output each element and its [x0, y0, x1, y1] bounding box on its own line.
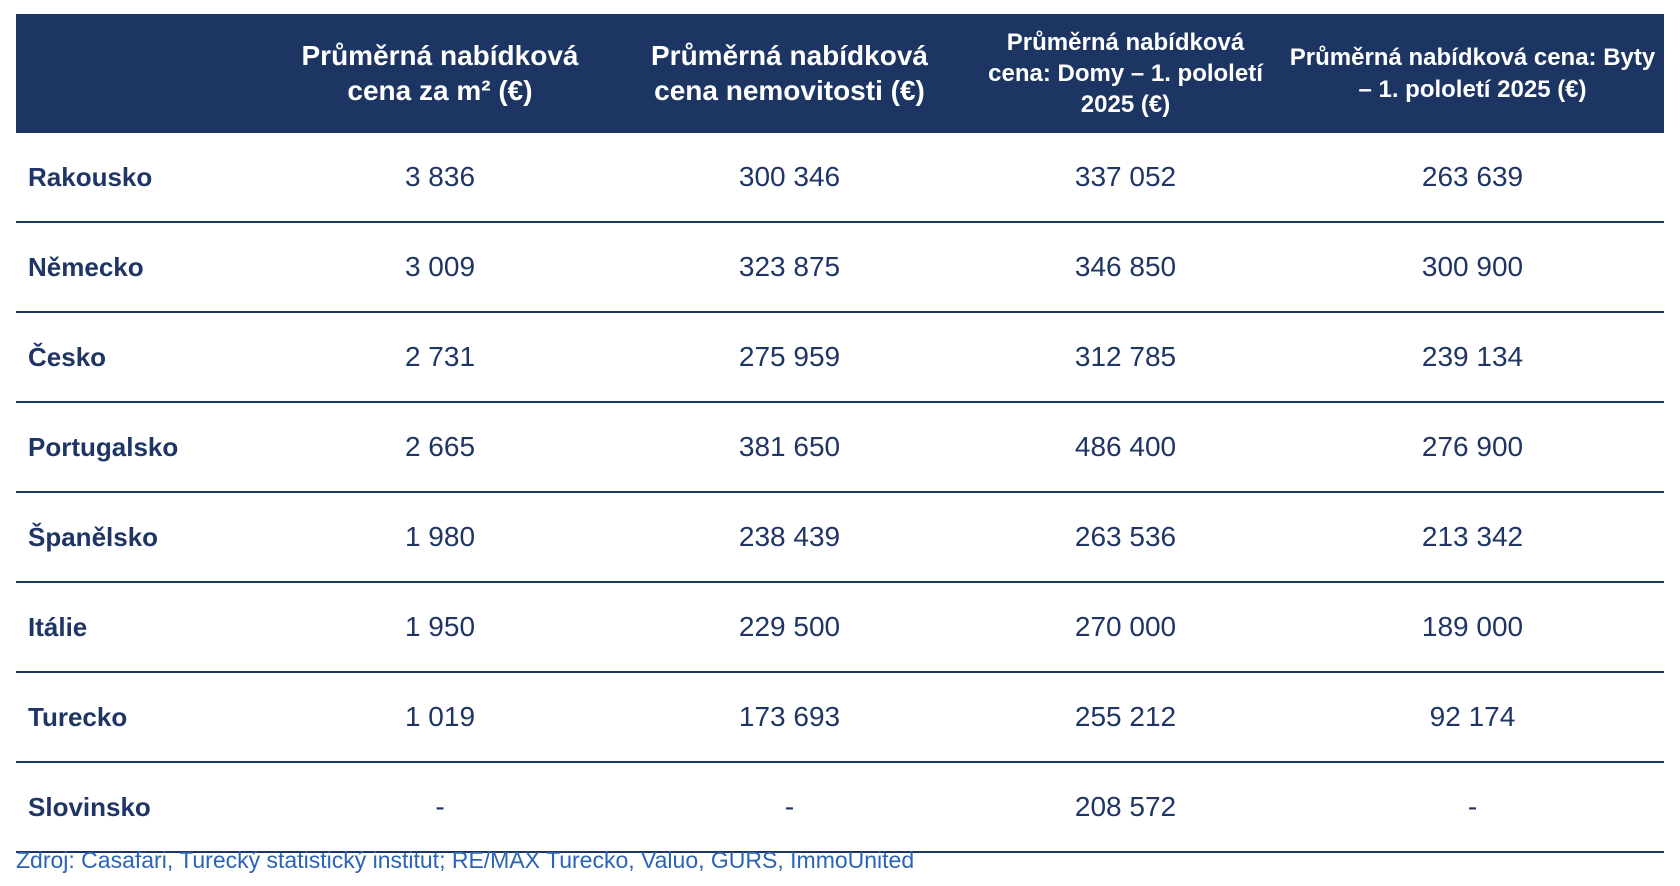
- houses-price-cell: 270 000: [970, 582, 1281, 673]
- flats-price-cell: 276 900: [1281, 402, 1664, 493]
- country-cell: Portugalsko: [16, 402, 271, 493]
- country-cell: Česko: [16, 312, 271, 403]
- price-comparison-table: Průměrná nabídková cena za m² (€) Průměr…: [16, 14, 1664, 853]
- country-cell: Španělsko: [16, 492, 271, 583]
- flats-price-cell: 189 000: [1281, 582, 1664, 673]
- property-price-cell: 275 959: [609, 312, 970, 403]
- header-country: [16, 14, 271, 133]
- property-price-cell: 300 346: [609, 133, 970, 223]
- property-price-cell: 238 439: [609, 492, 970, 583]
- table-row: Portugalsko 2 665 381 650 486 400 276 90…: [16, 402, 1664, 493]
- header-houses-price: Průměrná nabídková cena: Domy – 1. polol…: [970, 14, 1281, 133]
- table-row: Španělsko 1 980 238 439 263 536 213 342: [16, 492, 1664, 583]
- price-per-m2-cell: 3 836: [271, 133, 609, 223]
- houses-price-cell: 255 212: [970, 672, 1281, 763]
- houses-price-cell: 263 536: [970, 492, 1281, 583]
- flats-price-cell: 239 134: [1281, 312, 1664, 403]
- price-per-m2-cell: 2 731: [271, 312, 609, 403]
- table-header: Průměrná nabídková cena za m² (€) Průměr…: [16, 14, 1664, 133]
- country-cell: Německo: [16, 222, 271, 313]
- source-note: Zdroj: Casafari, Turecký statistický ins…: [16, 847, 915, 873]
- table-row: Itálie 1 950 229 500 270 000 189 000: [16, 582, 1664, 673]
- table-row: Německo 3 009 323 875 346 850 300 900: [16, 222, 1664, 313]
- country-cell: Itálie: [16, 582, 271, 673]
- table-row: Česko 2 731 275 959 312 785 239 134: [16, 312, 1664, 403]
- price-per-m2-cell: 1 950: [271, 582, 609, 673]
- header-property-price: Průměrná nabídková cena nemovitosti (€): [609, 14, 970, 133]
- flats-price-cell: 300 900: [1281, 222, 1664, 313]
- country-cell: Slovinsko: [16, 762, 271, 853]
- property-price-cell: 173 693: [609, 672, 970, 763]
- property-price-cell: 229 500: [609, 582, 970, 673]
- country-cell: Rakousko: [16, 133, 271, 223]
- table-row: Rakousko 3 836 300 346 337 052 263 639: [16, 133, 1664, 223]
- header-price-per-m2: Průměrná nabídková cena za m² (€): [271, 14, 609, 133]
- houses-price-cell: 337 052: [970, 133, 1281, 223]
- table-row: Turecko 1 019 173 693 255 212 92 174: [16, 672, 1664, 763]
- flats-price-cell: 92 174: [1281, 672, 1664, 763]
- price-per-m2-cell: -: [271, 762, 609, 853]
- price-per-m2-cell: 1 980: [271, 492, 609, 583]
- houses-price-cell: 486 400: [970, 402, 1281, 493]
- country-cell: Turecko: [16, 672, 271, 763]
- flats-price-cell: 213 342: [1281, 492, 1664, 583]
- price-per-m2-cell: 3 009: [271, 222, 609, 313]
- flats-price-cell: -: [1281, 762, 1664, 853]
- houses-price-cell: 312 785: [970, 312, 1281, 403]
- price-per-m2-cell: 2 665: [271, 402, 609, 493]
- price-table-container: Průměrná nabídková cena za m² (€) Průměr…: [16, 14, 1664, 853]
- header-flats-price: Průměrná nabídková cena: Byty – 1. polol…: [1281, 14, 1664, 133]
- price-per-m2-cell: 1 019: [271, 672, 609, 763]
- property-price-cell: 381 650: [609, 402, 970, 493]
- property-price-cell: -: [609, 762, 970, 853]
- houses-price-cell: 208 572: [970, 762, 1281, 853]
- table-row: Slovinsko - - 208 572 -: [16, 762, 1664, 853]
- flats-price-cell: 263 639: [1281, 133, 1664, 223]
- header-row: Průměrná nabídková cena za m² (€) Průměr…: [16, 14, 1664, 133]
- table-body: Rakousko 3 836 300 346 337 052 263 639 N…: [16, 133, 1664, 853]
- property-price-cell: 323 875: [609, 222, 970, 313]
- houses-price-cell: 346 850: [970, 222, 1281, 313]
